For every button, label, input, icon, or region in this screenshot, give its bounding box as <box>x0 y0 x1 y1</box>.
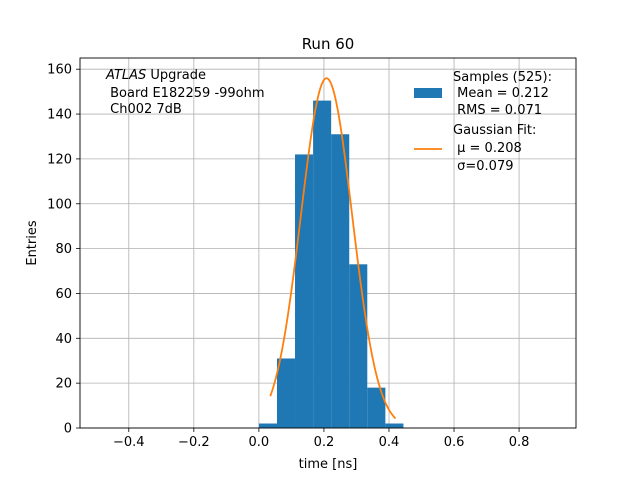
x-tick-label: 0.4 <box>379 435 400 450</box>
y-tick-label: 100 <box>47 197 72 212</box>
annotation-board: Board E182259 -99ohm <box>106 86 265 101</box>
y-tick-label: 20 <box>55 377 72 392</box>
legend-samples-swatch <box>414 88 442 98</box>
histogram-bars <box>258 100 404 428</box>
x-axis-label: time [ns] <box>299 457 358 472</box>
plot-frame <box>79 57 577 429</box>
annotation-atlas-italic: ATLAS <box>105 68 146 83</box>
chart-title: Run 60 <box>302 35 355 53</box>
legend-fit-line1: Gaussian Fit: <box>453 123 536 138</box>
histogram-bar <box>367 387 386 428</box>
legend-samples-line2: Mean = 0.212 <box>453 86 549 101</box>
y-axis-ticks: 0 20 40 60 80 100 120 140 160 <box>47 63 80 437</box>
annotation-upgrade: Upgrade <box>146 68 206 83</box>
svg-text:ATLAS Upgrade: ATLAS Upgrade <box>105 68 206 83</box>
histogram-bar <box>385 423 404 428</box>
x-tick-label: −0.2 <box>178 435 210 450</box>
x-tick-label: 0.6 <box>444 435 465 450</box>
histogram-bar <box>313 100 332 428</box>
y-tick-label: 0 <box>64 422 72 437</box>
x-tick-label: 0.2 <box>314 435 335 450</box>
histogram-bar <box>258 423 277 428</box>
y-tick-label: 120 <box>47 152 72 167</box>
histogram-bar <box>276 358 296 428</box>
histogram-bar <box>349 264 368 428</box>
y-tick-label: 60 <box>55 287 72 302</box>
legend-samples-line3: RMS = 0.071 <box>453 103 542 118</box>
annotation-channel: Ch002 7dB <box>106 102 182 117</box>
x-axis-ticks: −0.4 −0.2 0.0 0.2 0.4 0.6 0.8 <box>113 428 529 450</box>
y-axis-label: Entries <box>25 220 40 266</box>
gaussian-fit-curve <box>269 77 397 420</box>
x-tick-label: 0.0 <box>249 435 270 450</box>
legend-fit-line3: σ=0.079 <box>453 159 513 174</box>
histogram-bar <box>331 134 350 428</box>
x-tick-label: −0.4 <box>113 435 145 450</box>
atlas-annotation: ATLAS Upgrade Board E182259 -99ohm Ch002… <box>105 68 265 117</box>
y-tick-label: 80 <box>55 242 72 257</box>
y-tick-label: 40 <box>55 332 72 347</box>
legend-fit-line2: μ = 0.208 <box>453 141 522 156</box>
x-tick-label: 0.8 <box>509 435 530 450</box>
legend-samples-line1: Samples (525): <box>453 70 552 85</box>
y-tick-label: 140 <box>47 108 72 123</box>
legend: Samples (525): Mean = 0.212 RMS = 0.071 … <box>414 70 552 174</box>
y-tick-label: 160 <box>47 63 72 78</box>
